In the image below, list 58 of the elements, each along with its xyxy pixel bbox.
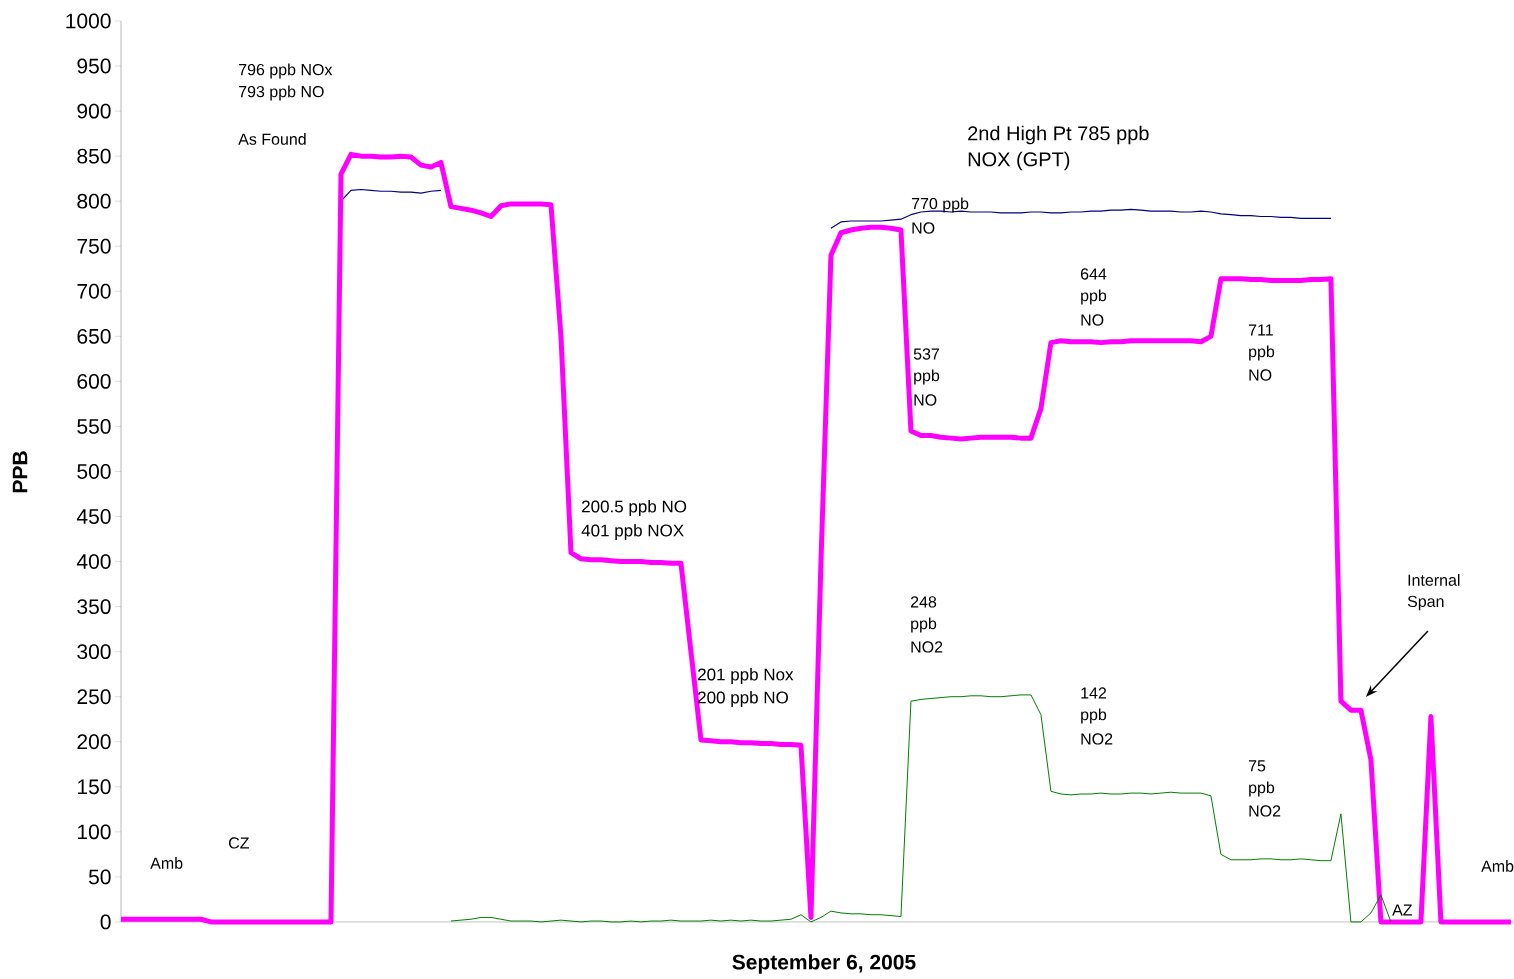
- y-tick-label: 200: [77, 734, 111, 750]
- annotation: 711: [1248, 324, 1273, 336]
- y-tick-label: 300: [77, 644, 111, 660]
- y-tick-label: 550: [77, 419, 111, 434]
- y-tick-label: 0: [100, 914, 111, 930]
- y-axis-title: PPB: [12, 451, 28, 493]
- y-tick-label: 450: [76, 509, 111, 524]
- annotation: 796 ppb NOx: [239, 63, 333, 79]
- annotation: As Found: [238, 133, 306, 145]
- annotation: 75: [1248, 760, 1266, 772]
- annotation: 644: [1080, 268, 1107, 280]
- annotation: 2nd High Pt 785 ppb: [968, 125, 1149, 145]
- annotation: NO2: [911, 641, 943, 653]
- y-tick-label: 500: [77, 464, 111, 479]
- annotation: Internal: [1408, 574, 1460, 586]
- annotation: 200 ppb NO: [698, 691, 788, 707]
- annotation: ppb: [1249, 345, 1275, 361]
- y-tick-label: 600: [77, 373, 111, 389]
- annotation: Amb: [1481, 860, 1514, 872]
- x-axis-title: September 6, 2005: [732, 954, 916, 974]
- annotation: NOX (GPT): [968, 151, 1070, 171]
- y-tick-label: 750: [77, 238, 111, 254]
- annotation: NO2: [1249, 805, 1281, 817]
- annotation: 793 ppb NO: [239, 85, 324, 101]
- annotation: ppb: [1249, 781, 1275, 797]
- y-tick-label: 150: [78, 779, 111, 795]
- y-tick-label: 900: [77, 103, 111, 119]
- annotation: NO: [1249, 369, 1272, 381]
- annotation: 142: [1081, 687, 1107, 699]
- y-tick-label: 350: [77, 599, 111, 615]
- annotation: 770 ppb: [911, 197, 969, 213]
- y-tick-label: 950: [77, 58, 111, 74]
- y-tick-label: 1000: [66, 13, 111, 29]
- annotation: 201 ppb Nox: [698, 668, 794, 684]
- annotation: NO: [914, 394, 937, 406]
- annotation: 537: [913, 348, 940, 360]
- annotation: NO: [912, 222, 935, 234]
- y-tick-label: 250: [77, 689, 111, 705]
- y-tick-label: 650: [77, 328, 111, 344]
- y-tick-label: 700: [77, 283, 111, 299]
- y-tick-label: 100: [78, 824, 111, 840]
- annotation: 200.5 ppb NO: [582, 500, 687, 516]
- annotation: Span: [1407, 595, 1444, 611]
- annotation: NO: [1081, 314, 1104, 326]
- annotation: AZ: [1392, 904, 1413, 916]
- y-tick-label: 400: [76, 554, 111, 570]
- y-tick-label: 800: [77, 193, 111, 209]
- annotation: ppb: [1081, 708, 1107, 724]
- annotation: Amb: [150, 857, 183, 869]
- annotation: CZ: [229, 837, 250, 849]
- y-tick-label: 50: [88, 869, 111, 885]
- annotation: ppb: [914, 369, 940, 385]
- annotation: ppb: [1081, 289, 1107, 305]
- annotation: NO2: [1081, 733, 1113, 745]
- annotation: 248: [910, 596, 937, 608]
- y-tick-label: 850: [77, 148, 111, 164]
- annotation: 401 ppb NOX: [581, 524, 684, 540]
- annotation: ppb: [911, 617, 937, 633]
